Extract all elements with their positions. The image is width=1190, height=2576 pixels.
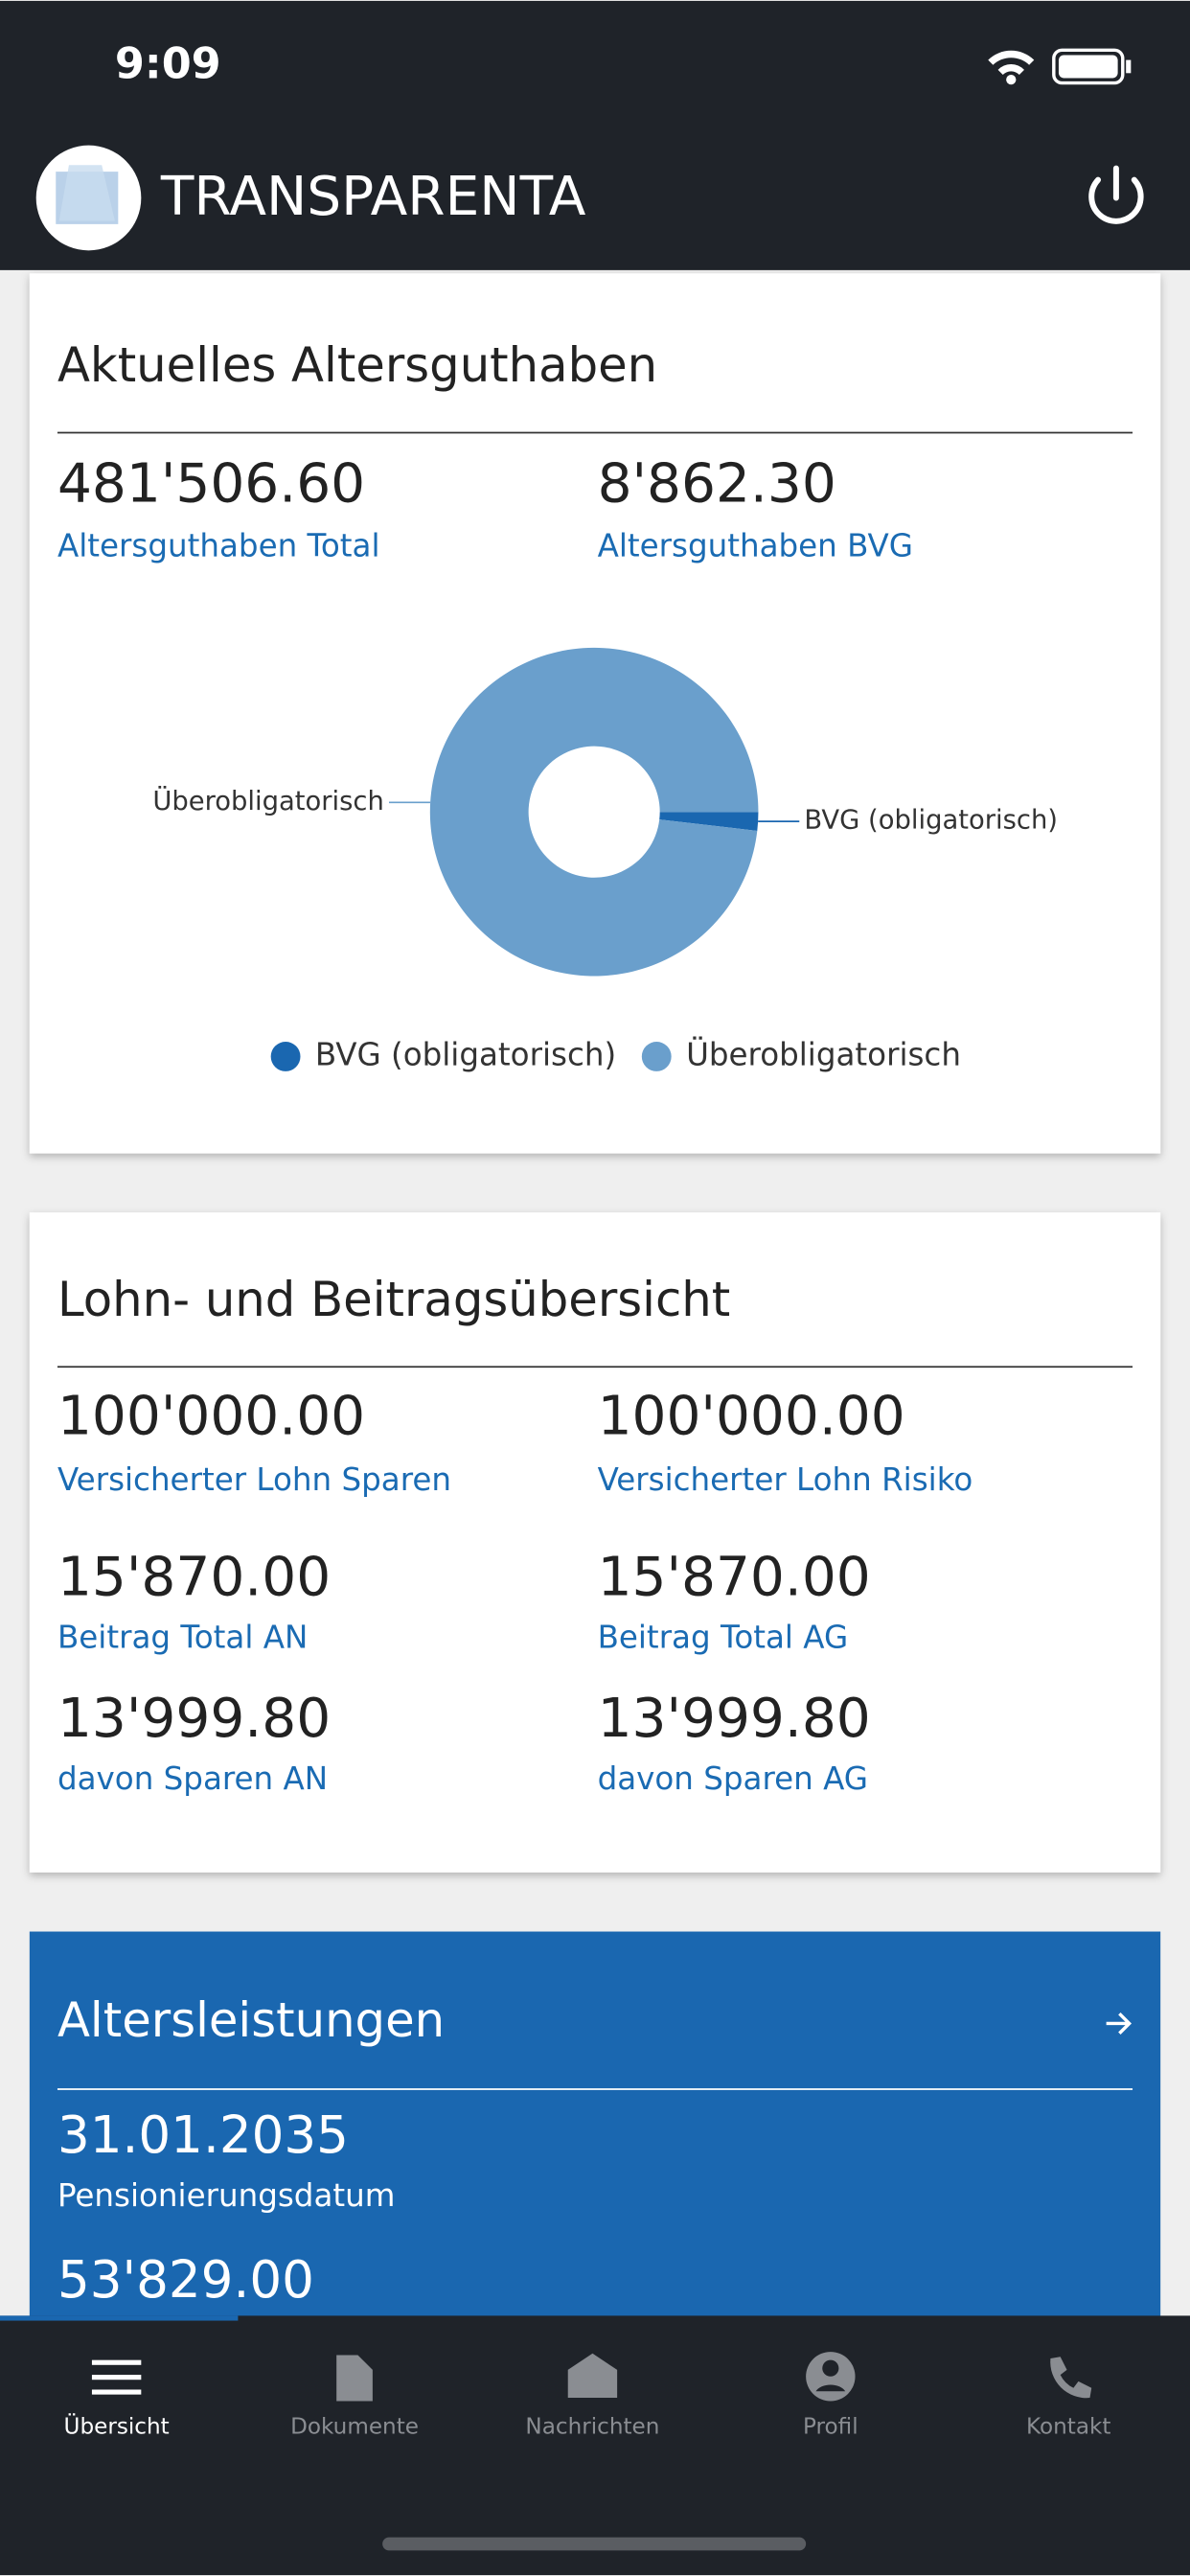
field-grid: 100'000.00 Versicherter Lohn Sparen 100'00… (57, 1386, 973, 1797)
card-link[interactable] (29, 1931, 1161, 2358)
tab-label[interactable]: Kontakt (1026, 2414, 1110, 2439)
battery-icon (1052, 48, 1132, 85)
field-label: Altersguthaben Total (57, 527, 380, 564)
profile-icon (806, 2352, 856, 2402)
card-title: Lohn- und Beitragsübersicht (57, 1272, 730, 1327)
arrow-icon (1106, 2012, 1133, 2035)
field-value: 8'862.30 (598, 453, 836, 516)
legend-label[interactable]: BVG (obligatorisch) (315, 1036, 616, 1072)
tab-indicator (0, 2315, 239, 2321)
field-label: Versicherter Lohn Risiko (598, 1461, 973, 1498)
phone-icon (1050, 2357, 1092, 2399)
field-value: 13'999.80 (57, 1688, 331, 1750)
field-value: 31.01.2035 (57, 2105, 349, 2165)
tab-label[interactable]: Nachrichten (525, 2414, 659, 2439)
field-value: 100'000.00 (57, 1386, 365, 1448)
field-value: 15'870.00 (57, 1547, 331, 1609)
field-value: 53'829.00 (57, 2250, 314, 2310)
legend-dot (270, 1042, 301, 1071)
legend-label[interactable]: Überobligatorisch (686, 1036, 961, 1072)
field-label: davon Sparen AN (57, 1760, 328, 1797)
field-value: 481'506.60 (57, 453, 365, 516)
document-icon (336, 2355, 373, 2402)
donut-chart: BVG (obligatorisch) Überobligatorisch BVG … (152, 647, 1058, 1072)
tab-label[interactable]: Übersicht (64, 2412, 170, 2439)
card-title: Aktuelles Altersguthaben (57, 337, 657, 393)
home-indicator (382, 2537, 807, 2551)
legend-dot (641, 1042, 672, 1071)
field-label: Beitrag Total AG (598, 1620, 849, 1656)
card-title: Altersleistungen (57, 1992, 445, 2048)
logout-button[interactable] (1088, 165, 1144, 224)
field-label: Pensionierungsdatum (57, 2177, 396, 2214)
field-value: 15'870.00 (598, 1547, 871, 1609)
field-label: davon Sparen AG (598, 1760, 868, 1797)
donut-slice (659, 812, 759, 831)
mail-icon (567, 2353, 618, 2399)
logo-mark (58, 165, 115, 221)
slice-label: Überobligatorisch (152, 786, 384, 816)
menu-icon (91, 2359, 142, 2395)
tab-label[interactable]: Dokumente (290, 2414, 419, 2439)
field-label: Altersguthaben BVG (598, 527, 913, 564)
field-label: Versicherter Lohn Sparen (57, 1461, 451, 1498)
status-time: 9:09 (115, 38, 221, 88)
field-value: 100'000.00 (598, 1386, 905, 1448)
wifi-icon (988, 50, 1035, 85)
slice-label: BVG (obligatorisch) (804, 806, 1058, 836)
field-label: Beitrag Total AN (57, 1620, 308, 1656)
header-bar (0, 0, 1190, 270)
field-value: 13'999.80 (598, 1688, 871, 1750)
app-title: TRANSPARENTA (160, 166, 586, 228)
tab-label[interactable]: Profil (803, 2414, 858, 2439)
donut-slice (429, 647, 759, 977)
tab-bar (0, 2315, 1190, 2576)
tab-labels: Übersicht Dokumente Nachrichten Profil Konta… (64, 2412, 1111, 2439)
card (29, 1212, 1161, 1873)
